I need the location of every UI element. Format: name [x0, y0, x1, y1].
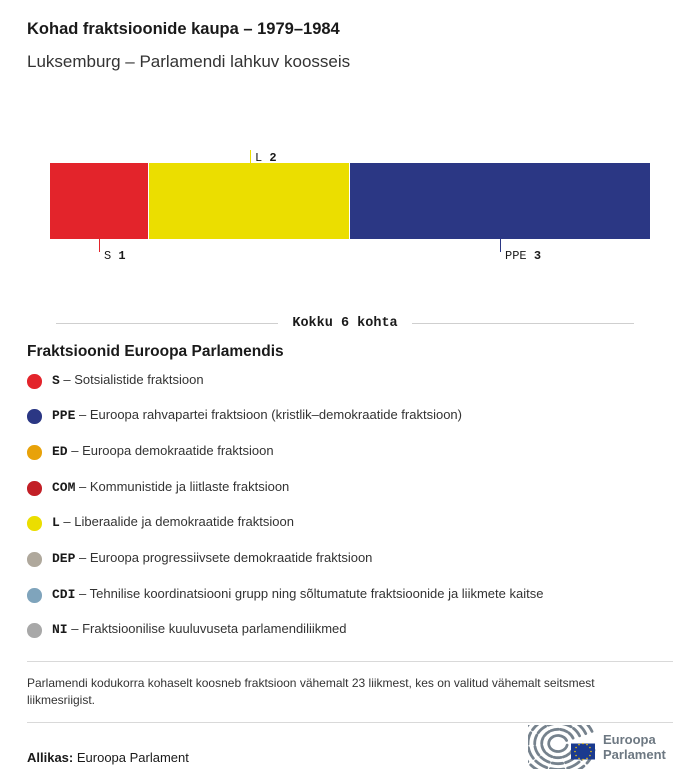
svg-text:Euroopa: Euroopa: [603, 732, 656, 747]
svg-text:Parlament: Parlament: [603, 747, 667, 762]
